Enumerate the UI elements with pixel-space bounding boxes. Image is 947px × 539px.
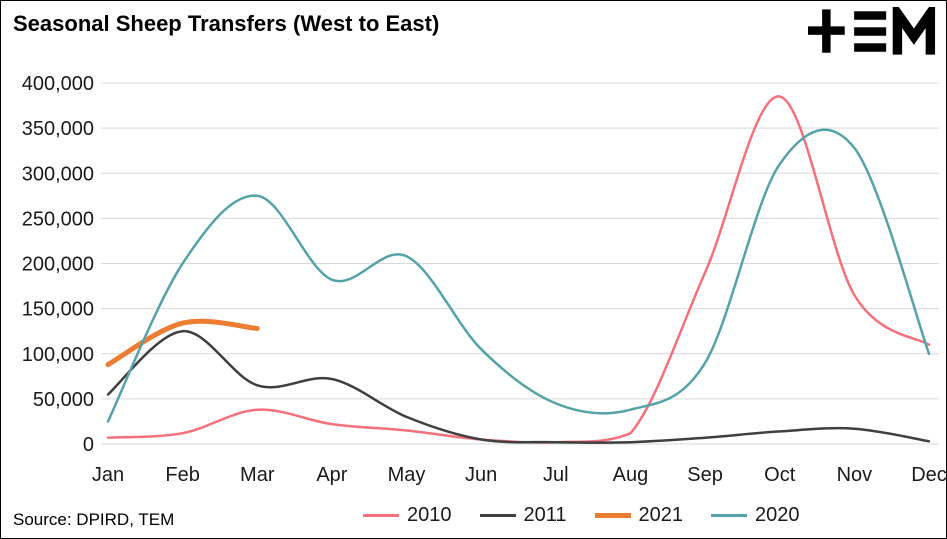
legend: 2010 2011 2021 2020 [363, 504, 800, 527]
legend-item-2021: 2021 [594, 504, 684, 527]
legend-label-2021: 2021 [638, 504, 684, 526]
tem-logo-bars [854, 11, 887, 52]
x-tick-label: Oct [764, 464, 796, 486]
x-axis-labels: Jan Feb Mar Apr May Jun Jul Aug Sep Oct Nov Dec [92, 464, 946, 486]
series-lines [105, 95, 931, 444]
x-tick-label: Apr [316, 464, 347, 486]
y-tick-label: 200,000 [22, 254, 94, 276]
x-tick-label: May [388, 464, 426, 486]
y-tick-label: 150,000 [22, 299, 94, 321]
y-tick-label: 400,000 [22, 73, 94, 95]
x-tick-label: Dec [911, 464, 946, 486]
y-tick-label: 350,000 [22, 118, 94, 140]
y-tick-label: 300,000 [22, 163, 94, 185]
series-line-2011 [106, 329, 931, 444]
legend-label-2010: 2010 [407, 504, 452, 526]
series-line-2021 [105, 318, 260, 368]
source-note: Source: DPIRD, TEM [13, 510, 175, 529]
legend-item-2020: 2020 [711, 504, 800, 527]
tem-logo-plus [808, 9, 845, 53]
legend-label-2011: 2011 [523, 504, 567, 526]
x-tick-label: Jan [92, 464, 124, 486]
tem-logo-m [892, 7, 936, 55]
y-tick-label: 50,000 [33, 389, 94, 411]
legend-swatch-2010 [363, 514, 399, 517]
x-tick-label: Sep [687, 464, 723, 486]
x-tick-label: Mar [240, 464, 275, 486]
chart-canvas: 0 50,000 100,000 150,000 200,000 250,000 300,0… [22, 73, 946, 486]
x-tick-label: Aug [613, 464, 649, 486]
x-tick-label: Jun [465, 464, 497, 486]
chart-footer: Source: DPIRD, TEM 2010 2011 2021 2020 [1, 504, 946, 532]
y-tick-label: 250,000 [22, 208, 94, 230]
y-axis-labels: 0 50,000 100,000 150,000 200,000 250,000 300,0… [22, 73, 94, 456]
chart-title: Seasonal Sheep Transfers (West to East) [13, 11, 440, 36]
y-tick-label: 0 [83, 434, 94, 456]
legend-swatch-2021 [594, 513, 631, 518]
legend-swatch-2011 [479, 514, 516, 517]
gridlines [101, 82, 939, 445]
legend-item-2011: 2011 [479, 504, 567, 527]
y-tick-label: 100,000 [22, 344, 94, 366]
x-tick-label: Jul [543, 464, 569, 486]
x-tick-label: Nov [837, 464, 873, 486]
legend-label-2020: 2020 [755, 504, 800, 526]
legend-swatch-2020 [711, 514, 748, 517]
series-line-2020 [106, 128, 931, 423]
tem-logo [808, 7, 936, 55]
x-tick-label: Feb [165, 464, 199, 486]
legend-item-2010: 2010 [363, 504, 452, 527]
series-line-2010 [106, 95, 931, 444]
